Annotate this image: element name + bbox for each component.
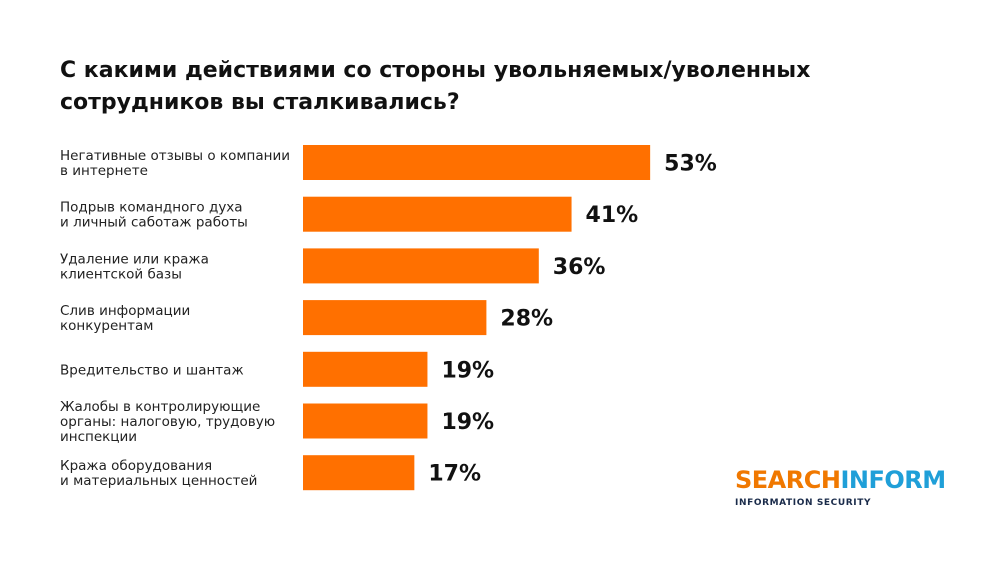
category-label-5-0: Жалобы в контролирующие: [60, 399, 260, 415]
searchinform-logo: SEARCHINFORM INFORMATION SECURITY: [735, 466, 946, 508]
logo-wordmark: SEARCHINFORM: [735, 466, 946, 494]
value-label-6: 17%: [428, 462, 481, 487]
category-label-2-1: клиентской базы: [60, 266, 182, 282]
bar-2: [303, 248, 539, 284]
value-label-4: 19%: [441, 358, 494, 383]
bar-4: [303, 351, 428, 387]
bar-6: [303, 455, 415, 491]
category-label-2-0: Удаление или кража: [60, 251, 209, 267]
category-label-0-0: Негативные отзывы о компании: [60, 148, 290, 164]
bar-1: [303, 196, 572, 232]
category-label-0-1: в интернете: [60, 163, 148, 179]
logo-tagline: INFORMATION SECURITY: [735, 498, 872, 508]
category-label-4-0: Вредительство и шантаж: [60, 362, 244, 378]
bar-0: [303, 145, 651, 180]
category-label-6-1: и материальных ценностей: [60, 473, 257, 489]
value-label-1: 41%: [586, 203, 639, 228]
category-label-3-0: Слив информации: [60, 303, 190, 319]
logo-part1: SEARCH: [735, 466, 841, 494]
category-label-1-1: и личный саботаж работы: [60, 215, 248, 231]
chart-title: С какими действиями со стороны увольняем…: [60, 58, 811, 115]
value-label-5: 19%: [441, 410, 494, 435]
category-label-3-1: конкурентам: [60, 318, 153, 334]
bar-5: [303, 403, 428, 439]
value-label-3: 28%: [500, 307, 553, 332]
value-label-0: 53%: [664, 152, 717, 177]
value-label-2: 36%: [553, 255, 606, 280]
category-label-5-2: инспекции: [60, 429, 137, 445]
category-label-1-0: Подрыв командного духа: [60, 200, 243, 216]
logo-part2: INFORM: [840, 466, 946, 494]
category-label-5-1: органы: налоговую, трудовую: [60, 414, 275, 430]
category-label-6-0: Кража оборудования: [60, 458, 212, 474]
bar-3: [303, 300, 487, 336]
